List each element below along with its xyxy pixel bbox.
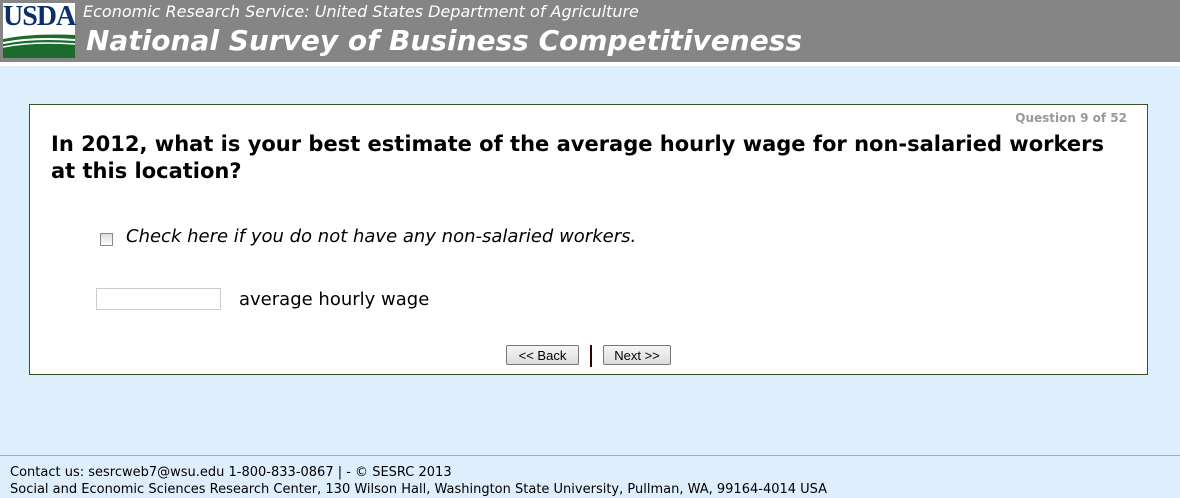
header-subtitle: Economic Research Service: United States… [83,2,639,21]
question-progress: Question 9 of 52 [1015,111,1127,125]
header-divider [0,62,1180,66]
usda-logo: USDA [2,1,76,58]
back-button[interactable]: << Back [506,345,579,365]
button-separator [590,345,592,367]
footer: Contact us: sesrcweb7@wsu.edu 1-800-833-… [10,464,827,498]
no-nonsalaried-checkbox[interactable] [100,233,113,246]
next-button[interactable]: Next >> [603,345,671,365]
header: USDA Economic Research Service: United S… [0,0,1180,62]
footer-contact: Contact us: sesrcweb7@wsu.edu 1-800-833-… [10,465,452,480]
wage-label: average hourly wage [239,289,430,310]
checkbox-label[interactable]: Check here if you do not have any non-sa… [126,226,637,247]
question-text: In 2012, what is your best estimate of t… [51,132,1104,183]
footer-address: Social and Economic Sciences Research Ce… [10,482,828,497]
footer-divider [0,455,1180,456]
usda-logo-text: USDA [3,1,76,32]
usda-logo-graphic [2,31,76,58]
hourly-wage-input[interactable] [96,288,221,310]
question-panel: Question 9 of 52 In 2012, what is your b… [29,104,1148,375]
page-title: National Survey of Business Competitiven… [86,24,803,57]
